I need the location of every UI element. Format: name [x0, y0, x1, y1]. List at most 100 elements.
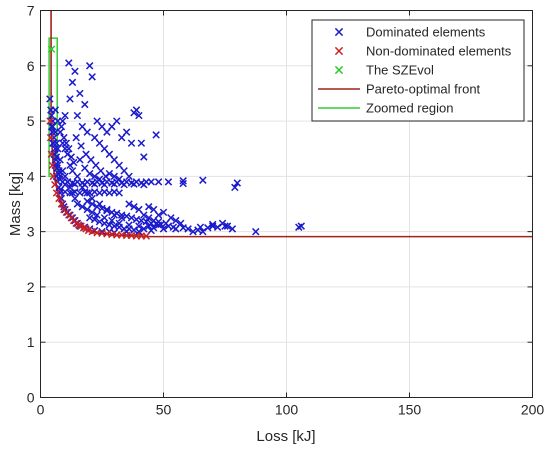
non-dominated-point: [142, 232, 151, 240]
dominated-point: [83, 197, 91, 205]
dominated-point: [65, 144, 73, 153]
dominated-point: [231, 183, 239, 192]
dominated-point: [95, 217, 104, 226]
dominated-point: [157, 220, 165, 229]
dominated-point: [60, 133, 68, 142]
dominated-point: [125, 200, 133, 208]
dominated-point: [113, 209, 121, 218]
dominated-point: [218, 219, 227, 228]
y-tick-label: 1: [27, 334, 35, 350]
dominated-point: [194, 226, 202, 234]
dominated-point: [61, 111, 69, 120]
dominated-point: [88, 73, 96, 81]
dominated-point: [122, 212, 131, 220]
dominated-point: [145, 203, 153, 211]
dominated-point: [130, 226, 138, 234]
x-tick-label: 200: [521, 402, 545, 418]
dominated-point: [81, 100, 89, 109]
dominated-point: [176, 219, 185, 228]
dominated-point: [57, 122, 66, 131]
dominated-point: [93, 211, 101, 219]
dominated-point: [88, 194, 96, 203]
dominated-point: [115, 175, 123, 183]
dominated-point: [140, 225, 148, 233]
dominated-point: [52, 139, 61, 147]
legend-szevol-marker: [334, 65, 344, 75]
dominated-point: [142, 217, 151, 226]
dominated-point: [179, 177, 187, 185]
dominated-point: [90, 215, 99, 224]
dominated-point: [85, 169, 94, 178]
dominated-point: [88, 200, 96, 208]
dominated-point: [69, 158, 78, 167]
y-axis-label: Mass [kg]: [7, 172, 24, 236]
y-tick-label: 2: [27, 279, 35, 295]
dominated-point: [135, 227, 143, 236]
non-dominated-point: [47, 150, 56, 158]
y-tick-label: 3: [27, 224, 35, 240]
dominated-point: [179, 179, 187, 188]
dominated-point: [105, 169, 114, 178]
dominated-point: [233, 179, 242, 187]
non-dominated-point: [57, 200, 66, 208]
y-tick-label: 6: [27, 58, 35, 74]
dominated-point: [53, 164, 61, 172]
non-dominated-point: [52, 189, 61, 197]
x-tick-label: 0: [37, 402, 45, 418]
dominated-point: [159, 208, 168, 217]
dominated-point: [85, 62, 94, 70]
legend-non-dominated-marker: [334, 46, 344, 56]
dominated-point: [85, 214, 94, 222]
dominated-point: [93, 203, 101, 211]
non-dominated-point: [55, 194, 63, 203]
dominated-point: [140, 153, 148, 161]
dominated-point: [98, 204, 106, 213]
dominated-point: [154, 178, 163, 186]
dominated-point: [149, 224, 158, 232]
dominated-point: [103, 206, 111, 215]
data-points-layer: [46, 45, 305, 240]
dominated-point: [48, 128, 57, 136]
dominated-point: [172, 216, 180, 225]
dominated-point: [228, 225, 237, 233]
dominated-point: [127, 139, 136, 147]
dominated-point: [65, 59, 73, 67]
dominated-point: [76, 156, 84, 164]
dominated-point: [130, 180, 138, 188]
dominated-point: [54, 169, 63, 178]
dominated-point: [164, 178, 173, 186]
dominated-point: [73, 200, 82, 208]
dominated-point: [140, 211, 148, 219]
dominated-point: [68, 78, 77, 87]
legend-dominated-marker: [334, 27, 344, 37]
dominated-point: [127, 214, 136, 222]
dominated-point: [76, 89, 84, 98]
dominated-point: [113, 117, 121, 125]
dominated-point: [77, 142, 85, 150]
legend-zoomed-region-label: Zoomed region: [366, 101, 453, 116]
dominated-point: [199, 176, 207, 184]
dominated-point: [90, 172, 99, 181]
dominated-point: [67, 153, 75, 161]
legend-pareto-front-label: Pareto-optimal front: [366, 82, 481, 97]
x-tick-label: 100: [275, 402, 299, 418]
axis-ticks: 0 50 100 150 200 0 1 2 3 4 5 6 7: [27, 3, 545, 418]
dominated-point: [152, 131, 160, 139]
dominated-point: [147, 178, 155, 186]
dominated-point: [252, 227, 260, 236]
x-tick-label: 150: [398, 402, 422, 418]
dominated-point: [140, 180, 148, 189]
y-tick-label: 5: [27, 113, 35, 129]
y-tick-label: 4: [27, 168, 35, 184]
dominated-point: [145, 214, 153, 222]
dominated-point: [83, 128, 91, 136]
non-dominated-point: [46, 133, 55, 142]
dominated-point: [56, 128, 64, 136]
dominated-point: [179, 224, 187, 232]
legend-non-dominated-label: Non-dominated elements: [366, 44, 512, 59]
dominated-point: [135, 111, 143, 120]
dominated-point: [49, 139, 58, 147]
dominated-point: [189, 227, 197, 236]
dominated-point: [108, 216, 116, 225]
dominated-point: [72, 133, 80, 142]
